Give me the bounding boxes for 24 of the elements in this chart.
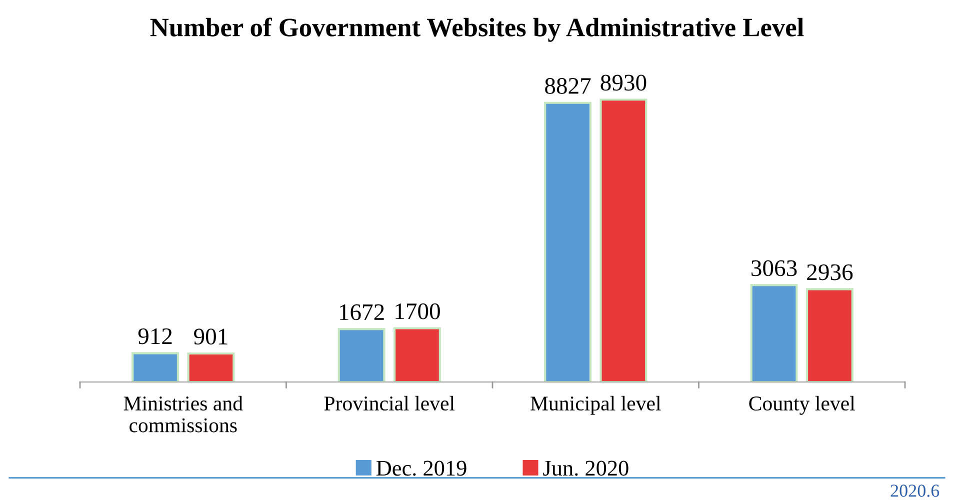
text: 2020.6 bbox=[890, 484, 940, 497]
x-tick-label: Provincial level bbox=[324, 396, 455, 411]
data-label: 1700 bbox=[396, 303, 440, 320]
bar bbox=[544, 102, 592, 382]
bar bbox=[338, 328, 386, 382]
bar bbox=[393, 327, 441, 382]
data-label: 3063 bbox=[752, 260, 797, 276]
x-tick-label: Ministries and commissions bbox=[124, 396, 243, 432]
x-tick-label: Municipal level bbox=[530, 396, 661, 415]
chart-title: Number of Government Websites by Administrative Level bbox=[150, 18, 804, 42]
legend-label: Dec. 2019 bbox=[376, 460, 466, 476]
bar bbox=[806, 288, 854, 382]
data-label: 8930 bbox=[600, 74, 646, 91]
x-tick-label: County level bbox=[749, 396, 855, 415]
bar bbox=[132, 352, 180, 382]
data-label: 1672 bbox=[340, 304, 384, 320]
data-label: 901 bbox=[194, 328, 228, 345]
data-label: 8827 bbox=[545, 78, 591, 94]
data-label: 912 bbox=[138, 328, 172, 344]
bar bbox=[750, 284, 798, 382]
bar bbox=[187, 352, 235, 382]
data-label: 2936 bbox=[807, 264, 853, 280]
bar bbox=[600, 98, 648, 382]
legend-label: Jun. 2020 bbox=[543, 460, 628, 476]
